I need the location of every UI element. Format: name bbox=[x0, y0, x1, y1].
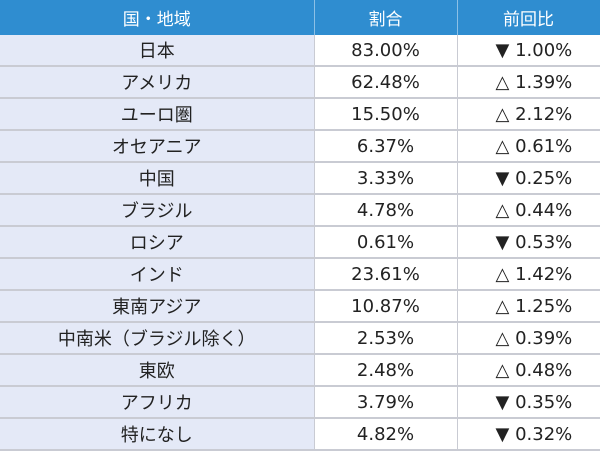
region-cell: ユーロ圏 bbox=[0, 98, 315, 131]
table-row: ロシア 0.61% ▼ 0.53% bbox=[0, 226, 600, 259]
region-cell: アフリカ bbox=[0, 386, 315, 419]
share-cell: 4.82% bbox=[314, 418, 458, 451]
share-cell: 15.50% bbox=[314, 98, 458, 131]
region-cell: 東欧 bbox=[0, 354, 315, 387]
table-row: ユーロ圏 15.50% △ 2.12% bbox=[0, 98, 600, 131]
table-row: 中国 3.33% ▼ 0.25% bbox=[0, 162, 600, 195]
region-cell: 東南アジア bbox=[0, 290, 315, 323]
change-cell: △ 0.61% bbox=[457, 130, 600, 163]
table-row: オセアニア 6.37% △ 0.61% bbox=[0, 130, 600, 163]
change-cell: ▼ 0.32% bbox=[457, 418, 600, 451]
region-cell: オセアニア bbox=[0, 130, 315, 163]
change-cell: △ 0.48% bbox=[457, 354, 600, 387]
region-cell: 特になし bbox=[0, 418, 315, 451]
header-change: 前回比 bbox=[457, 0, 600, 35]
change-cell: △ 1.42% bbox=[457, 258, 600, 291]
share-cell: 6.37% bbox=[314, 130, 458, 163]
share-cell: 62.48% bbox=[314, 66, 458, 99]
share-cell: 0.61% bbox=[314, 226, 458, 259]
change-cell: ▼ 0.53% bbox=[457, 226, 600, 259]
change-cell: ▼ 1.00% bbox=[457, 35, 600, 67]
share-cell: 2.53% bbox=[314, 322, 458, 355]
region-cell: 中国 bbox=[0, 162, 315, 195]
change-cell: △ 0.39% bbox=[457, 322, 600, 355]
share-cell: 23.61% bbox=[314, 258, 458, 291]
region-cell: アメリカ bbox=[0, 66, 315, 99]
table-row: アフリカ 3.79% ▼ 0.35% bbox=[0, 386, 600, 419]
share-cell: 10.87% bbox=[314, 290, 458, 323]
header-region: 国・地域 bbox=[0, 0, 315, 35]
change-cell: ▼ 0.35% bbox=[457, 386, 600, 419]
change-cell: ▼ 0.25% bbox=[457, 162, 600, 195]
share-cell: 4.78% bbox=[314, 194, 458, 227]
share-cell: 3.33% bbox=[314, 162, 458, 195]
table-row: 特になし 4.82% ▼ 0.32% bbox=[0, 418, 600, 451]
change-cell: △ 1.25% bbox=[457, 290, 600, 323]
region-cell: ロシア bbox=[0, 226, 315, 259]
region-cell: 中南米（ブラジル除く） bbox=[0, 322, 315, 355]
table-row: 東南アジア 10.87% △ 1.25% bbox=[0, 290, 600, 323]
table-header-row: 国・地域 割合 前回比 bbox=[0, 0, 600, 35]
change-cell: △ 0.44% bbox=[457, 194, 600, 227]
table-row: インド 23.61% △ 1.42% bbox=[0, 258, 600, 291]
region-cell: ブラジル bbox=[0, 194, 315, 227]
table-row: 日本 83.00% ▼ 1.00% bbox=[0, 35, 600, 67]
share-cell: 2.48% bbox=[314, 354, 458, 387]
region-cell: 日本 bbox=[0, 35, 315, 67]
header-share: 割合 bbox=[314, 0, 458, 35]
table-row: 中南米（ブラジル除く） 2.53% △ 0.39% bbox=[0, 322, 600, 355]
table-row: アメリカ 62.48% △ 1.39% bbox=[0, 66, 600, 99]
region-cell: インド bbox=[0, 258, 315, 291]
table-row: ブラジル 4.78% △ 0.44% bbox=[0, 194, 600, 227]
change-cell: △ 2.12% bbox=[457, 98, 600, 131]
share-cell: 83.00% bbox=[314, 35, 458, 67]
table-row: 東欧 2.48% △ 0.48% bbox=[0, 354, 600, 387]
share-cell: 3.79% bbox=[314, 386, 458, 419]
change-cell: △ 1.39% bbox=[457, 66, 600, 99]
